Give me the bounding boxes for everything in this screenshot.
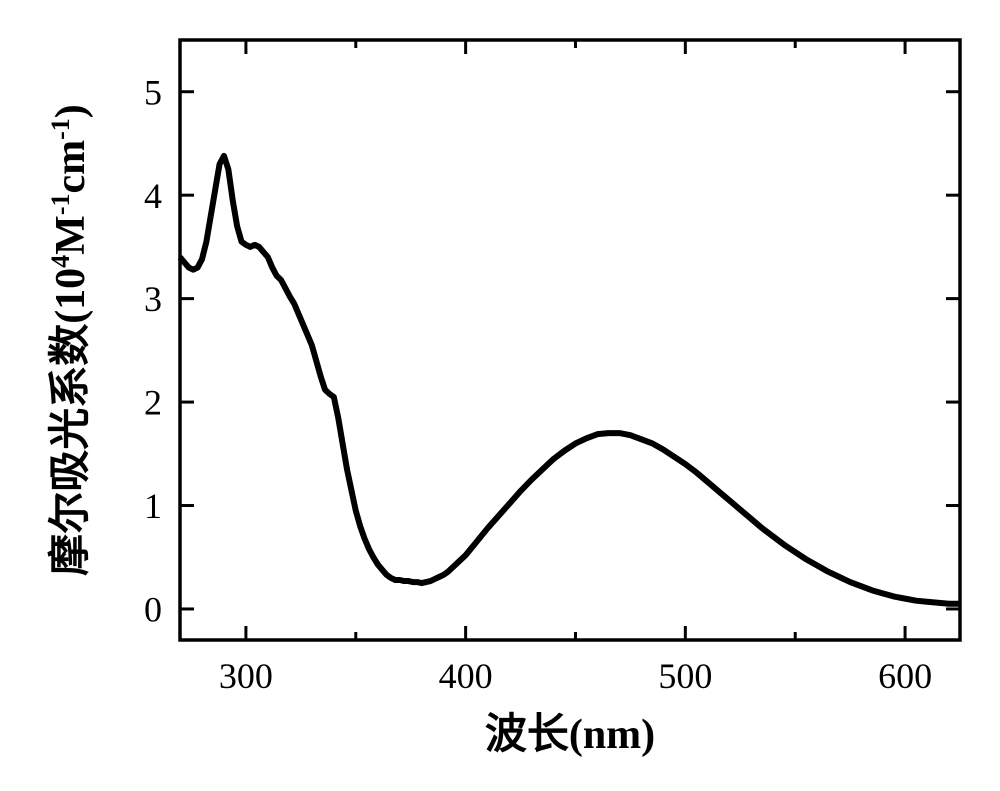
y-tick-label: 0 (144, 590, 162, 630)
x-tick-label: 500 (658, 656, 712, 696)
y-tick-label: 2 (144, 383, 162, 423)
y-tick-label: 3 (144, 279, 162, 319)
chart-container: 300 400 500 600 0 1 2 3 4 5 波长(nm) 摩尔吸光系数(104M-1cm-… (0, 0, 1000, 791)
x-tick-label: 600 (878, 656, 932, 696)
x-axis-title: 波长(nm) (485, 711, 655, 758)
y-tick-label: 5 (144, 72, 162, 112)
y-axis-title: 摩尔吸光系数(104M-1cm-1) (46, 104, 94, 576)
spectrum-chart: 300 400 500 600 0 1 2 3 4 5 波长(nm) 摩尔吸光系数(104M-1cm-… (0, 0, 1000, 791)
x-tick-label: 300 (219, 656, 273, 696)
y-tick-label: 4 (144, 176, 162, 216)
y-tick-label: 1 (144, 486, 162, 526)
x-tick-label: 400 (439, 656, 493, 696)
